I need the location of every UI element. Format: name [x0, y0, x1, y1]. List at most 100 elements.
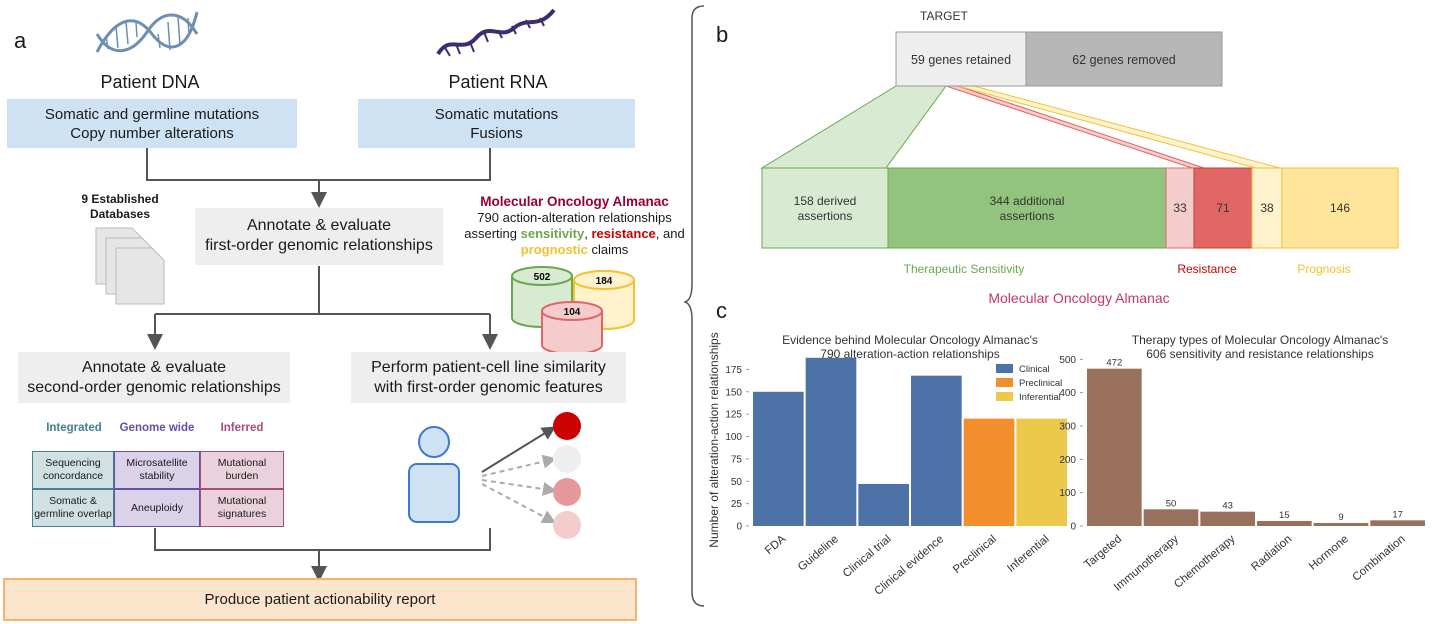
feature-cell: Somatic & germline overlap — [32, 489, 114, 527]
y-tick-label: 100 — [725, 432, 742, 443]
x-tick-label: Clinical trial — [841, 533, 894, 580]
legend-swatch — [996, 364, 1013, 373]
prognostic-word: prognostic — [520, 242, 588, 257]
patient-cell-line-similarity-diagram — [408, 412, 581, 539]
databases-line: 9 Established — [81, 192, 159, 206]
moa-claims: claims — [587, 242, 629, 257]
cell-line-circle — [553, 511, 581, 539]
rna-features-box: Somatic mutations Fusions — [358, 99, 635, 148]
segment-label: 71 — [1216, 201, 1230, 215]
chart-title-line: 606 sensitivity and resistance relations… — [1146, 347, 1373, 361]
legend-label: Preclinical — [1019, 378, 1062, 389]
bar-data-label: 9 — [1338, 512, 1343, 523]
rna-strand-icon — [436, 8, 556, 57]
genes-removed-label: 62 genes removed — [1072, 53, 1176, 67]
rna-feature-line: Somatic mutations — [434, 106, 559, 123]
feature-cell: Mutational signatures — [200, 489, 284, 527]
bar — [1370, 520, 1425, 526]
y-tick-label: 500 — [1059, 355, 1076, 366]
panel-c-letter: c — [716, 298, 727, 323]
moa-and: , and — [655, 226, 685, 241]
cylinder-label: 184 — [596, 276, 613, 287]
y-tick-label: 100 — [1059, 488, 1076, 499]
document-stack-icon — [95, 227, 165, 305]
segment-label: 158 derived assertions — [794, 194, 857, 223]
bar — [1087, 368, 1142, 526]
y-tick-label: 0 — [736, 522, 742, 533]
y-tick-label: 0 — [1070, 522, 1076, 533]
curly-brace — [684, 5, 705, 607]
moa-comma: , — [584, 226, 592, 241]
database-cylinders-icon: 502 184 104 — [511, 266, 635, 355]
x-tick-label: Radiation — [1249, 533, 1294, 573]
segment-label-line: assertions — [1000, 209, 1055, 223]
moa-claims-line: asserting sensitivity, resistance, and — [452, 226, 697, 242]
genes-removed-box — [1025, 31, 1223, 87]
legend-label: Clinical — [1019, 364, 1050, 375]
annotate-second-order-box: Annotate & evaluate second-order genomic… — [18, 352, 290, 403]
cylinder-label: 502 — [534, 272, 551, 283]
genes-retained-box — [895, 31, 1027, 87]
genes-retained-label: 59 genes retained — [911, 53, 1011, 67]
cylinder-label: 104 — [564, 307, 581, 318]
x-tick-label: Targeted — [1082, 533, 1124, 571]
annotate-second-line: second-order genomic relationships — [27, 379, 281, 396]
panel-a-connectors — [146, 148, 498, 582]
sensitivity-word: sensitivity — [520, 226, 585, 241]
rna-feature-line: Fusions — [470, 125, 523, 142]
segment-label-line: 158 derived — [794, 194, 857, 208]
y-tick-label: 150 — [725, 387, 742, 398]
segment-label: 33 — [1173, 201, 1187, 215]
bar — [1143, 509, 1199, 526]
chart-title-line: 790 alteration-action relationships — [820, 347, 999, 361]
similarity-box: Perform patient-cell line similarity wit… — [351, 352, 626, 403]
bar-data-label: 472 — [1106, 358, 1122, 369]
moa-description: Molecular Oncology Almanac 790 action-al… — [452, 194, 697, 258]
bar — [1016, 418, 1067, 526]
dna-features-box: Somatic and germline mutations Copy numb… — [7, 99, 297, 148]
target-label: TARGET — [920, 9, 968, 23]
moa-line: 790 action-alteration relationships — [477, 210, 672, 225]
bar — [1200, 511, 1255, 526]
segment-label: 344 additional assertions — [990, 194, 1065, 223]
dna-feature-line: Copy number alterations — [70, 125, 234, 142]
feature-cell: Sequencing concordance — [32, 451, 114, 489]
segment-label: 38 — [1260, 201, 1274, 215]
bar — [858, 483, 909, 526]
x-tick-label: Combination — [1350, 533, 1407, 584]
x-tick-label: Chemotherapy — [1172, 533, 1238, 591]
y-tick-label: 175 — [725, 365, 742, 376]
segment-resistance-b — [1193, 167, 1253, 249]
annotate-first-line: Annotate & evaluate — [246, 217, 392, 234]
y-tick-label: 125 — [725, 410, 742, 421]
legend-label: Inferential — [1019, 392, 1061, 403]
chart-title-line: Therapy types of Molecular Oncology Alma… — [1132, 333, 1388, 347]
moa-claims-line2: prognostic claims — [452, 242, 697, 258]
dna-feature-line: Somatic and germline mutations — [44, 106, 260, 123]
dna-helix-icon — [95, 11, 199, 53]
bar-data-label: 50 — [1166, 498, 1177, 509]
genome-wide-header: Genome wide — [119, 422, 195, 434]
bar — [1257, 521, 1312, 526]
feature-cell: Microsatellite stability — [114, 451, 200, 489]
annotate-second-line: Annotate & evaluate — [81, 359, 227, 376]
y-tick-label: 50 — [731, 477, 743, 488]
patient-dna-title: Patient DNA — [100, 72, 200, 92]
panel-b-letter: b — [716, 22, 729, 47]
segment-additional — [887, 167, 1167, 249]
databases-label: 9 Established Databases — [70, 192, 170, 222]
resistance-word: resistance — [591, 226, 656, 241]
almanac-label: Molecular Oncology Almanac — [988, 290, 1169, 306]
bar — [1313, 523, 1369, 526]
x-tick-label: Guideline — [796, 533, 841, 573]
similarity-line: with first-order genomic features — [374, 379, 603, 396]
person-icon — [408, 426, 460, 523]
y-tick-label: 200 — [1059, 455, 1076, 466]
bar — [753, 391, 804, 526]
prognosis-label: Prognosis — [1297, 262, 1350, 276]
legend-swatch — [996, 378, 1013, 387]
cell-line-circle — [553, 478, 581, 506]
annotate-first-line: first-order genomic relationships — [205, 237, 433, 254]
segment-derived — [761, 167, 889, 249]
chart-title-line: Evidence behind Molecular Oncology Alman… — [782, 333, 1038, 347]
